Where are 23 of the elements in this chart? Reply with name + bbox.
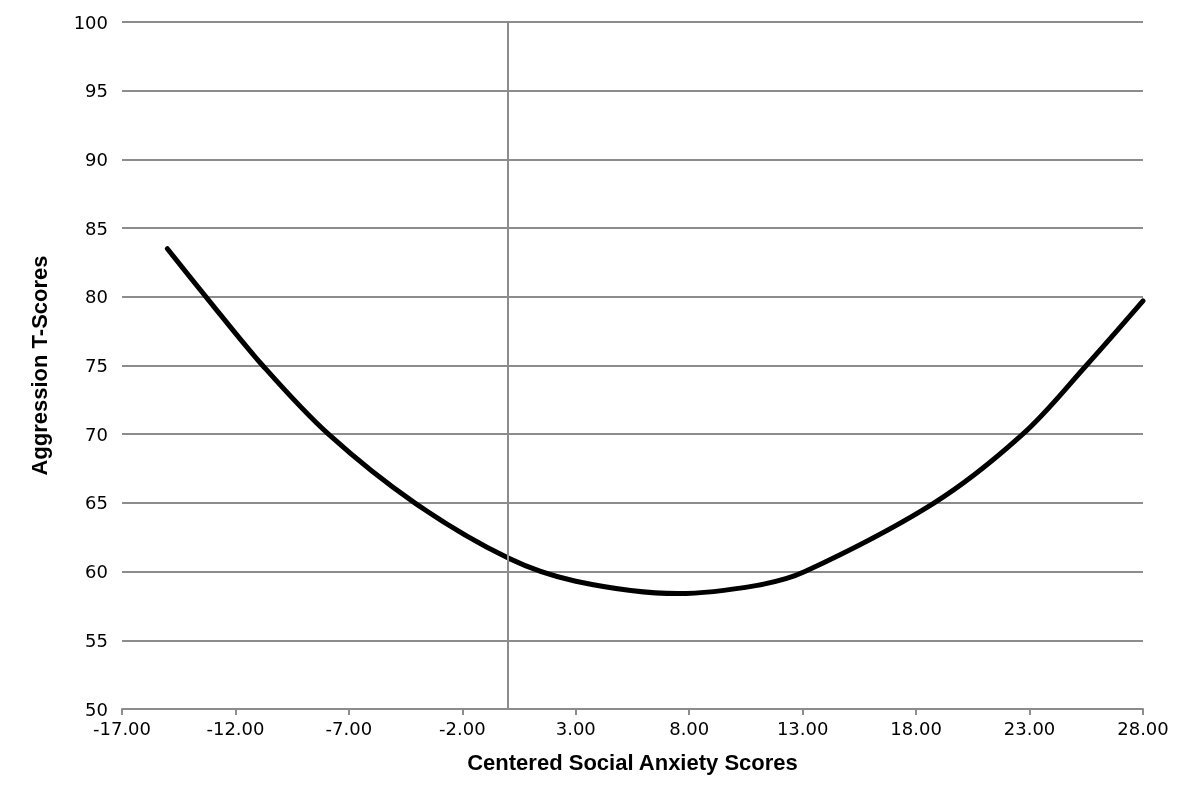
x-tick-label: -17.00 [92, 717, 152, 739]
x-tick-label: 18.00 [890, 717, 942, 739]
x-tick-label: 28.00 [1117, 717, 1169, 739]
y-tick-label: 95 [85, 80, 108, 102]
y-tick-label: 100 [73, 11, 108, 33]
x-tick-label: -7.00 [325, 717, 373, 739]
x-tick-label: -2.00 [439, 717, 486, 739]
x-tick-label: 8.00 [669, 717, 710, 739]
x-tick-label: 13.00 [776, 717, 829, 739]
y-tick-label: 75 [85, 355, 108, 376]
x-tick-label: 23.00 [1003, 717, 1056, 739]
y-tick-label: 50 [85, 698, 108, 720]
y-axis-title: Aggression T-Scores [26, 255, 52, 476]
x-tick-label: -12.00 [206, 717, 265, 739]
x-tick-label: 3.00 [555, 717, 596, 739]
y-tick-label: 85 [85, 217, 108, 239]
y-tick-label: 70 [85, 423, 108, 445]
y-tick-label: 55 [85, 629, 108, 651]
y-tick-label: 65 [85, 492, 108, 514]
x-axis-title: Centered Social Anxiety Scores [467, 749, 798, 775]
y-tick-label: 90 [85, 148, 108, 170]
y-tick-label: 80 [85, 286, 108, 308]
y-tick-label: 60 [85, 561, 108, 583]
